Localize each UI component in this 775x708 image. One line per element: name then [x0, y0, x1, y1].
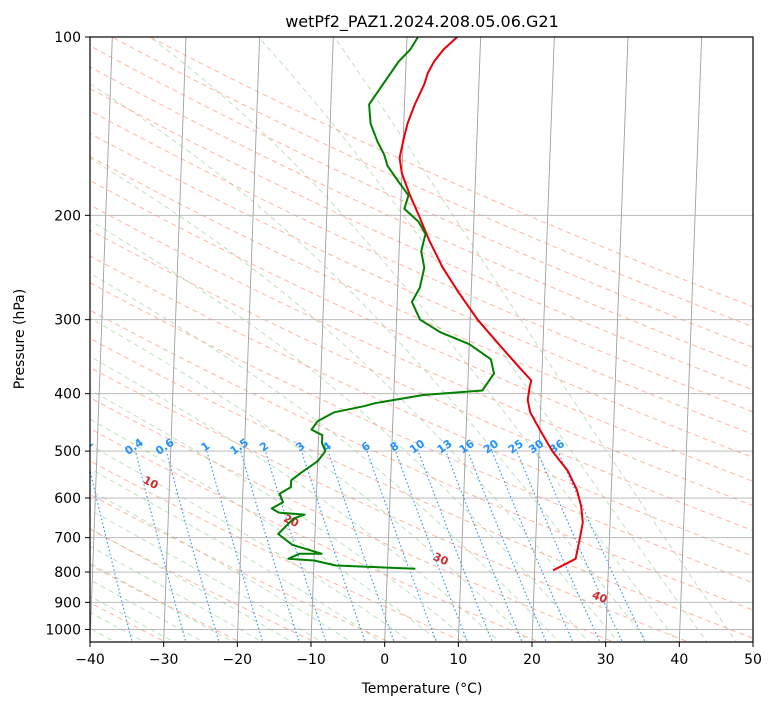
- x-tick-label: 20: [523, 652, 541, 668]
- mixing-ratio-line: [240, 450, 300, 642]
- isotherm-line: [90, 37, 113, 642]
- dry-adiabat: [90, 282, 753, 584]
- y-tick-label: 600: [54, 491, 81, 507]
- isotherm-line: [236, 37, 261, 642]
- isotherm-line: [310, 37, 334, 642]
- mixing-ratio-line: [134, 450, 187, 642]
- mixing-ratio-line: [264, 450, 327, 642]
- dry-adiabat-label: 30: [431, 550, 451, 568]
- dry-adiabat: [90, 110, 753, 413]
- moist-adiabat: [90, 317, 531, 642]
- x-tick-label: 30: [597, 652, 615, 668]
- y-tick-label: 900: [54, 595, 81, 611]
- x-axis-title: Temperature (°C): [361, 681, 483, 697]
- dry-adiabat: [90, 45, 753, 348]
- moist-adiabat: [149, 37, 679, 642]
- isotherm-line: [163, 37, 187, 642]
- isotherm-line: [605, 37, 629, 642]
- moist-adiabat: [333, 37, 738, 642]
- dry-adiabat-label: 40: [590, 588, 609, 606]
- plot-area: -100-90-80-70-60-50-40-30-20-10010203040…: [72, 37, 753, 642]
- dry-adiabat: [90, 156, 753, 459]
- mixing-ratio-line: [90, 468, 133, 642]
- x-axis-ticks: −40 −30 −20 −10 0 10 20 30 40 50: [75, 642, 762, 668]
- chart-title: wetPf2_PAZ1.2024.208.05.06.G21: [285, 12, 559, 32]
- y-tick-label: 300: [54, 313, 81, 329]
- dry-adiabat: [149, 37, 753, 308]
- isotherm-line: [457, 37, 482, 642]
- y-tick-label: 800: [54, 565, 81, 581]
- dewpoint-profile: [270, 37, 495, 570]
- x-tick-label: −10: [296, 652, 326, 668]
- x-tick-label: 10: [449, 652, 467, 668]
- dry-adiabat: [90, 88, 753, 391]
- mixing-ratio-label: 0.2: [72, 436, 95, 458]
- sounding-profiles: [270, 37, 584, 572]
- isotherm-line: [678, 37, 703, 642]
- mixing-ratio-line: [417, 450, 493, 642]
- x-tick-label: −30: [149, 652, 179, 668]
- x-tick-label: 40: [670, 652, 688, 668]
- y-tick-label: 200: [54, 208, 81, 224]
- x-tick-label: 0: [380, 652, 389, 668]
- moist-adiabat: [90, 83, 649, 642]
- y-tick-label: 1000: [45, 622, 81, 638]
- mixing-ratio-line: [206, 450, 264, 642]
- x-tick-label: −40: [75, 652, 105, 668]
- dry-adiabat: [90, 255, 753, 557]
- mixing-ratio-line: [366, 450, 437, 642]
- isotherm-line: [531, 37, 555, 642]
- dry-adiabat: [90, 428, 541, 642]
- mixing-ratio-line: [327, 450, 395, 642]
- plot-frame: [89, 36, 754, 643]
- dry-adiabat-label: 10: [141, 474, 161, 493]
- x-tick-label: −20: [223, 652, 253, 668]
- isotherms: [90, 37, 753, 642]
- y-tick-label: 100: [54, 30, 81, 46]
- mixing-ratio-line: [301, 450, 366, 642]
- y-tick-label: 700: [54, 531, 81, 547]
- y-axis-ticks: 100 200 300 400 500 600 700 800 900 1000: [45, 30, 90, 638]
- mixing-ratio-line: [445, 450, 523, 642]
- y-axis-title: Pressure (hPa): [12, 289, 28, 389]
- y-tick-label: 400: [54, 387, 81, 403]
- y-tick-label: 500: [54, 444, 81, 460]
- x-tick-label: 50: [744, 652, 762, 668]
- mixing-ratio-line: [165, 450, 220, 642]
- temperature-profile: [398, 37, 584, 572]
- pressure-gridlines: [90, 37, 753, 630]
- dry-adiabat: [90, 204, 753, 507]
